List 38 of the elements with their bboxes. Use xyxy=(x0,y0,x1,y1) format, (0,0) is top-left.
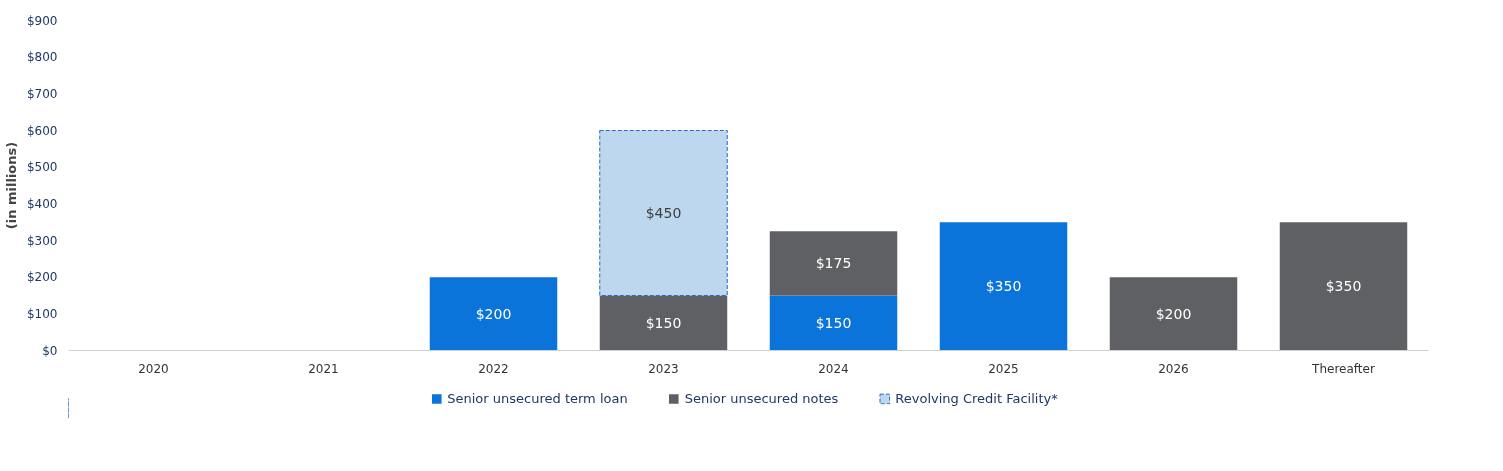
data-label: $175 xyxy=(815,255,852,272)
y-tick-label: $200 xyxy=(26,270,58,285)
x-tick-label: 2025 xyxy=(988,361,1019,376)
x-tick-label: 2022 xyxy=(478,361,509,376)
y-tick-label: $300 xyxy=(26,233,58,248)
data-label: $200 xyxy=(475,305,512,322)
y-tick-label: $600 xyxy=(26,123,58,138)
bar xyxy=(769,231,898,296)
x-tick-label: 2021 xyxy=(308,361,339,376)
data-label: $200 xyxy=(1155,305,1192,322)
bar xyxy=(1109,277,1238,351)
legend-label: Revolving Credit Facility* xyxy=(895,390,1058,406)
legend-label: Senior unsecured term loan xyxy=(447,390,628,406)
bar xyxy=(429,277,558,351)
y-axis-title: (in millions) xyxy=(3,141,19,230)
bar xyxy=(599,130,728,296)
data-label: $350 xyxy=(985,278,1022,295)
y-tick-label: $0 xyxy=(42,343,58,358)
y-tick-label: $700 xyxy=(26,86,58,101)
y-tick-label: $400 xyxy=(26,196,58,211)
bar xyxy=(939,222,1068,351)
data-label: $350 xyxy=(1325,278,1362,295)
data-label: $150 xyxy=(645,315,682,331)
bar xyxy=(769,295,898,351)
bar xyxy=(599,295,728,351)
y-tick-label: $900 xyxy=(26,13,58,28)
y-tick-label: $100 xyxy=(26,306,58,321)
y-tick-label: $500 xyxy=(26,160,58,175)
bar xyxy=(1279,222,1408,351)
y-tick-label: $800 xyxy=(26,50,58,65)
x-tick-label: 2020 xyxy=(138,361,169,376)
x-tick-label: Thereafter xyxy=(1311,361,1375,376)
legend-label: Senior unsecured notes xyxy=(684,390,839,406)
x-tick-label: 2024 xyxy=(818,361,849,376)
x-tick-label: 2023 xyxy=(648,361,679,376)
data-label: $150 xyxy=(815,315,852,331)
x-tick-label: 2026 xyxy=(1158,361,1189,376)
data-label: $450 xyxy=(645,205,682,221)
